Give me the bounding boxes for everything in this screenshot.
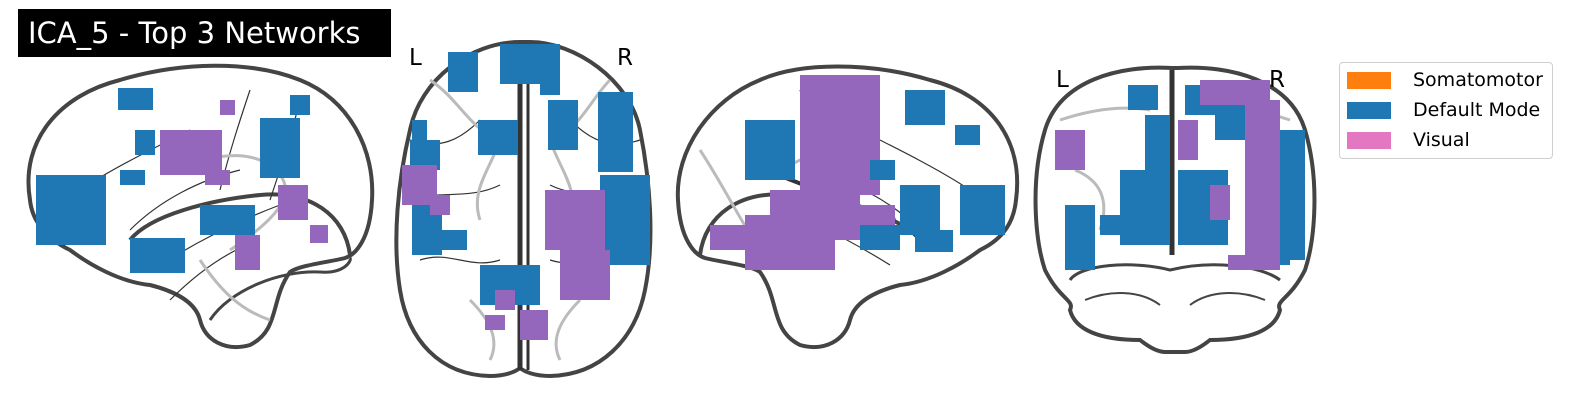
legend-item-default-mode: Default Mode bbox=[1347, 98, 1540, 122]
legend: Somatomotor Default Mode Visual bbox=[1339, 62, 1553, 159]
coronal-left-label: L bbox=[1056, 67, 1069, 93]
sagittal-default-mode-blobs bbox=[36, 88, 310, 273]
axial-left-label: L bbox=[409, 45, 422, 71]
axial-right-label: R bbox=[617, 45, 633, 71]
legend-swatch-default-mode bbox=[1347, 101, 1391, 119]
legend-swatch-somatomotor bbox=[1347, 71, 1391, 89]
figure-title: ICA_5 - Top 3 Networks bbox=[18, 9, 391, 57]
legend-item-somatomotor: Somatomotor bbox=[1347, 68, 1543, 92]
legend-label-default-mode: Default Mode bbox=[1413, 99, 1541, 121]
coronal-brain-outline bbox=[1033, 65, 1317, 354]
sagittal-right-view bbox=[675, 64, 1020, 349]
sagittal-right-brain-outline bbox=[675, 64, 1020, 349]
sagittal-shadow-sulci bbox=[179, 154, 287, 322]
legend-label-somatomotor: Somatomotor bbox=[1413, 69, 1543, 91]
sagittal-temporal-outline bbox=[128, 192, 352, 256]
legend-swatch-visual bbox=[1347, 131, 1391, 149]
sagittal-cerebellum-outline bbox=[208, 256, 352, 321]
sagittal-view bbox=[26, 63, 375, 349]
sagittal-right-default-mode-blobs bbox=[745, 90, 1005, 252]
coronal-right-label: R bbox=[1269, 67, 1285, 93]
legend-item-visual: Visual bbox=[1347, 128, 1470, 152]
sagittal-brain-outline bbox=[26, 63, 375, 349]
sagittal-right-visual-blobs bbox=[710, 75, 895, 270]
coronal-visual-blobs bbox=[1055, 80, 1280, 270]
axial-visual-blobs bbox=[402, 165, 610, 340]
sagittal-visual-blobs bbox=[160, 100, 328, 270]
coronal-view bbox=[1033, 65, 1317, 354]
legend-label-visual: Visual bbox=[1413, 129, 1470, 151]
axial-view bbox=[394, 40, 653, 379]
coronal-cerebellum-lobes bbox=[1084, 292, 1266, 306]
